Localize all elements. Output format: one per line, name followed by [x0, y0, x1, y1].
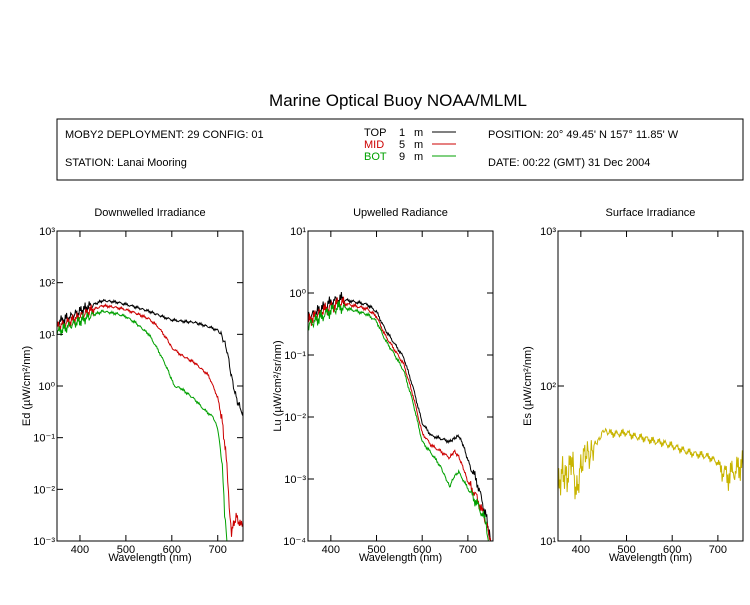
- y-tick-label: 10⁰: [38, 381, 55, 393]
- series-line-mid: [308, 296, 492, 541]
- legend-name-top: TOP: [364, 127, 386, 139]
- x-tick-label: 500: [117, 544, 135, 556]
- x-tick-label: 700: [709, 544, 727, 556]
- y-tick-label: 10¹: [39, 329, 55, 341]
- y-tick-label: 10³: [39, 226, 55, 238]
- plot-frame: [307, 230, 494, 542]
- panel-title: Upwelled Radiance: [353, 207, 448, 219]
- x-tick-label: 400: [322, 544, 340, 556]
- plot-frame: [557, 230, 744, 542]
- header-frame: [56, 118, 744, 181]
- x-tick-label: 700: [209, 544, 227, 556]
- legend-item-top: TOP 1 m: [364, 127, 456, 139]
- panel-title: Downwelled Irradiance: [94, 207, 205, 219]
- y-axis-label: Ed (µW/cm²/nm): [21, 346, 33, 426]
- y-tick-label: 10⁰: [289, 288, 306, 300]
- x-tick-label: 400: [71, 544, 89, 556]
- y-tick-label: 10⁻³: [284, 474, 306, 486]
- series-line-mid: [57, 303, 243, 537]
- x-tick-label: 600: [163, 544, 181, 556]
- legend-item-bot: BOT 9 m: [364, 151, 456, 163]
- station-text: STATION: Lanai Mooring: [65, 157, 187, 169]
- y-tick-label: 10⁻⁴: [283, 536, 306, 548]
- x-tick-label: 700: [459, 544, 477, 556]
- y-tick-label: 10⁻²: [284, 412, 306, 424]
- legend-unit-bot: m: [414, 151, 423, 163]
- panel-surface-irradiance: Surface Irradiance 400 500 600 700 10¹ 10² 10³ W…: [522, 207, 744, 564]
- x-axis-label: Wavelength (nm): [359, 552, 442, 564]
- y-tick-label: 10²: [39, 278, 55, 290]
- position-text: POSITION: 20° 49.45' N 157° 11.85' W: [488, 129, 679, 141]
- y-tick-label: 10⁻²: [33, 484, 55, 496]
- legend-depth-mid: 5: [399, 139, 405, 151]
- deployment-text: MOBY2 DEPLOYMENT: 29 CONFIG: 01: [65, 129, 264, 141]
- x-tick-label: 400: [572, 544, 590, 556]
- series-line-top: [57, 298, 243, 416]
- header-box: MOBY2 DEPLOYMENT: 29 CONFIG: 01 STATION:…: [56, 118, 744, 181]
- y-tick-label: 10²: [540, 381, 556, 393]
- series-group: [57, 298, 243, 541]
- series-line-surface-irradiance: [558, 427, 743, 500]
- x-axis-label: Wavelength (nm): [609, 552, 692, 564]
- legend-name-bot: BOT: [364, 151, 387, 163]
- y-tick-label: 10⁻¹: [284, 350, 306, 362]
- panel-downwelled-irradiance: Downwelled Irradiance 400 500 600 700 10⁻³ 10⁻…: [21, 207, 244, 564]
- x-tick-label: 500: [367, 544, 385, 556]
- main-title: Marine Optical Buoy NOAA/MLML: [269, 91, 527, 110]
- legend-name-mid: MID: [364, 139, 384, 151]
- panel-title: Surface Irradiance: [606, 207, 696, 219]
- series-group: [558, 427, 743, 500]
- legend: TOP 1 m MID 5 m BOT 9 m: [364, 127, 456, 163]
- y-axis-label: Lu (µW/cm²/sr/nm): [272, 340, 284, 431]
- series-line-top: [308, 292, 492, 541]
- series-line-bot: [57, 309, 228, 541]
- series-line-bot: [308, 300, 489, 541]
- x-tick-label: 500: [617, 544, 635, 556]
- legend-item-mid: MID 5 m: [364, 139, 456, 151]
- series-group: [308, 292, 492, 541]
- y-tick-label: 10³: [540, 226, 556, 238]
- panel-upwelled-radiance: Upwelled Radiance 400 500 600 700 10⁻⁴ 10⁻³ 10⁻…: [272, 207, 494, 564]
- y-axis-label: Es (µW/cm²/nm): [522, 346, 534, 426]
- x-axis-label: Wavelength (nm): [108, 552, 191, 564]
- legend-unit-mid: m: [414, 139, 423, 151]
- y-tick-label: 10¹: [540, 536, 556, 548]
- x-tick-label: 600: [663, 544, 681, 556]
- y-tick-label: 10⁻¹: [33, 433, 55, 445]
- date-text: DATE: 00:22 (GMT) 31 Dec 2004: [488, 157, 650, 169]
- legend-depth-top: 1: [399, 127, 405, 139]
- x-tick-label: 600: [413, 544, 431, 556]
- legend-depth-bot: 9: [399, 151, 405, 163]
- y-tick-label: 10⁻³: [33, 536, 55, 548]
- legend-unit-top: m: [414, 127, 423, 139]
- plot-frame: [56, 230, 244, 542]
- y-tick-label: 10¹: [290, 226, 306, 238]
